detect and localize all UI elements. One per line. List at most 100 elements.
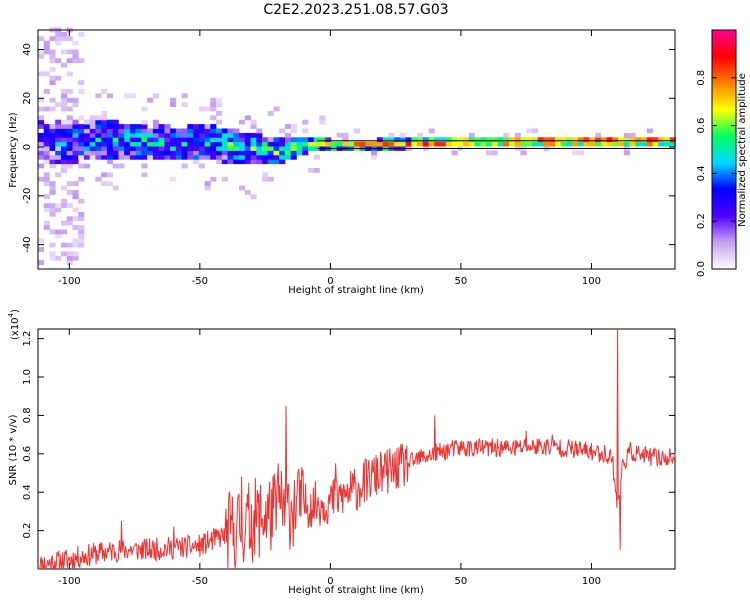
- spectrogram-cell: [141, 137, 148, 143]
- spectrogram-cell: [95, 115, 102, 121]
- spectrogram-cell: [43, 45, 50, 50]
- spectrogram-cell: [537, 141, 544, 147]
- snr-frame: [37, 328, 676, 570]
- spectrogram-cell: [152, 141, 159, 147]
- colorbar-tick-label: 0.6: [696, 118, 707, 134]
- spectrogram-cell: [405, 141, 412, 147]
- spectrogram-cell: [78, 128, 85, 134]
- spectrogram-cell: [290, 137, 297, 143]
- snr-y-tick-label: 0.4: [22, 484, 33, 500]
- spectrogram-cell: [112, 146, 119, 151]
- spectrogram-cell: [61, 229, 68, 235]
- spectrogram-cell: [135, 124, 142, 129]
- spectrogram-y-tick-label: 20: [22, 92, 33, 105]
- spectrogram-cell: [61, 168, 68, 173]
- spectrogram-cell: [55, 255, 62, 261]
- spectrogram-cell: [290, 146, 297, 151]
- spectrogram-cell: [187, 146, 194, 151]
- spectrogram-cell: [38, 132, 45, 138]
- spectrogram-cell: [210, 124, 217, 129]
- spectrogram-cell: [440, 137, 447, 143]
- spectrogram-cell: [72, 119, 79, 125]
- spectrogram-cell: [273, 106, 280, 112]
- spectrogram-cell: [129, 128, 136, 134]
- spectrogram-cell: [101, 132, 108, 138]
- spectrogram-cell: [198, 150, 205, 156]
- spectrogram-cell: [55, 150, 62, 156]
- spectrogram-cell: [43, 176, 50, 182]
- spectrogram-cell: [170, 154, 177, 160]
- spectrogram-cell: [221, 146, 228, 151]
- spectrogram-cell: [49, 106, 56, 112]
- spectrogram-cell: [290, 154, 297, 160]
- spectrogram-cell: [101, 115, 108, 121]
- spectrogram-cell: [204, 141, 211, 147]
- spectrogram-cell: [267, 141, 274, 147]
- spectrogram-cell: [164, 141, 171, 147]
- spectrogram-cell: [170, 137, 177, 143]
- spectrogram-cell: [152, 150, 159, 156]
- spectrogram-cell: [43, 132, 50, 138]
- spectrogram-cell: [72, 181, 79, 186]
- spectrogram-cell: [89, 141, 96, 147]
- spectrogram-cell: [646, 137, 653, 143]
- spectrogram-cell: [89, 119, 96, 125]
- spectrogram-cell: [221, 141, 228, 147]
- spectrogram-cell: [106, 150, 113, 156]
- spectrogram-cell: [411, 141, 418, 147]
- spectrogram-cell: [520, 141, 527, 147]
- spectrogram-cell: [589, 141, 596, 147]
- spectrogram-cell: [175, 141, 182, 147]
- spectrogram-cell: [43, 71, 50, 77]
- spectrogram-cell: [49, 67, 56, 72]
- spectrogram-cell: [239, 146, 246, 151]
- spectrogram-cell: [83, 124, 90, 129]
- spectrogram-cell: [198, 106, 205, 112]
- spectrogram-cell: [118, 154, 125, 160]
- spectrogram-cell: [411, 137, 418, 143]
- spectrogram-cell: [38, 115, 45, 121]
- spectrogram-cell: [405, 137, 412, 143]
- spectrogram-cell: [600, 137, 607, 143]
- spectrogram-cell: [38, 260, 45, 265]
- spectrogram-cell: [89, 150, 96, 156]
- spectrogram-cell: [112, 150, 119, 156]
- spectrogram-cell: [273, 137, 280, 143]
- spectrogram-cell: [210, 106, 217, 112]
- spectrogram-cell: [106, 137, 113, 143]
- spectrogram-cell: [170, 146, 177, 151]
- spectrogram-cell: [141, 128, 148, 134]
- spectrogram-cell: [618, 137, 625, 143]
- spectrogram-cell: [61, 119, 68, 125]
- spectrogram-cell: [72, 194, 79, 200]
- spectrogram-cell: [61, 62, 68, 68]
- spectrogram-cell: [652, 137, 659, 143]
- spectrogram-cell: [313, 141, 320, 147]
- spectrogram-cell: [118, 137, 125, 143]
- spectrogram-cell: [101, 172, 108, 178]
- spectrogram-x-tick-label: 0: [327, 276, 333, 287]
- spectrogram-cell: [623, 137, 630, 143]
- spectrogram-cell: [72, 190, 79, 195]
- spectrogram-cell: [313, 154, 320, 160]
- spectrogram-cell: [244, 154, 251, 160]
- spectrogram-cell: [72, 124, 79, 129]
- y-multiplier-exponent: 4: [7, 312, 15, 317]
- spectrogram-cell: [486, 141, 493, 147]
- spectrogram-cell: [181, 141, 188, 147]
- spectrogram-cell: [210, 102, 217, 107]
- spectrogram-cell: [61, 150, 68, 156]
- spectrogram-cell: [210, 97, 217, 103]
- spectrogram-cell: [38, 124, 45, 129]
- spectrogram-cell: [43, 225, 50, 230]
- spectrogram-y-tick-label: -40: [22, 236, 33, 252]
- spectrogram-cell: [560, 137, 567, 143]
- spectrogram-cell: [49, 154, 56, 160]
- spectrogram-cell: [158, 141, 165, 147]
- spectrogram-cell: [49, 207, 56, 213]
- spectrogram-cell: [279, 146, 286, 151]
- spectrogram-cell: [227, 141, 234, 147]
- spectrogram-y-tick-label: 40: [22, 43, 33, 56]
- spectrogram-cell: [451, 141, 458, 147]
- spectrogram-cell: [474, 137, 481, 143]
